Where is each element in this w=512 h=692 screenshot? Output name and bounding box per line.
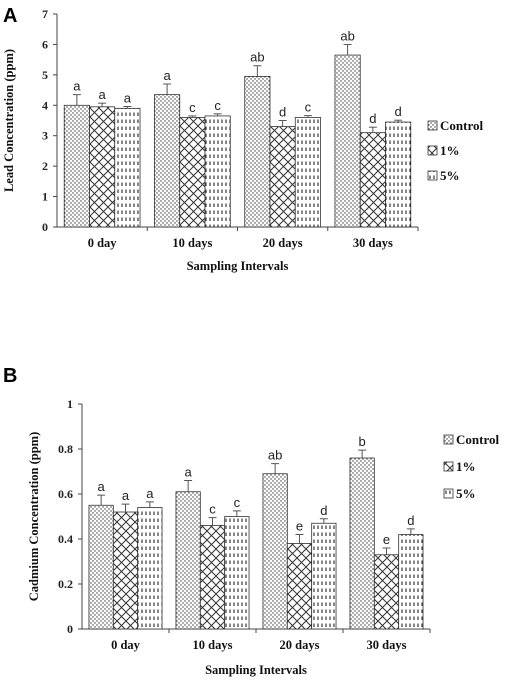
x-tick-label: 30 days — [367, 638, 407, 652]
bar-1pct — [269, 126, 296, 228]
significance-label: a — [146, 486, 154, 501]
bar-control — [262, 473, 288, 630]
significance-label: a — [185, 465, 193, 480]
panel-letter: B — [3, 365, 17, 387]
significance-label: c — [189, 100, 196, 115]
significance-label: c — [209, 502, 216, 517]
bar-control — [154, 94, 181, 228]
y-tick-label: 2 — [42, 159, 48, 173]
x-tick-label: 0 day — [111, 638, 141, 652]
chart-panel-a: A 0 1 2 3 4 5 6 7 0 day a a a 10 days a c c 20 days ab d c 30… — [2, 5, 483, 273]
legend-entry: 1% — [456, 459, 476, 474]
bar-control — [334, 54, 361, 228]
significance-label: a — [122, 488, 130, 503]
y-axis-title: Lead Concentration (ppm) — [2, 49, 16, 192]
bar-5pct — [294, 117, 321, 228]
significance-label: c — [305, 100, 312, 115]
significance-label: d — [395, 104, 402, 119]
y-tick-label: 1 — [42, 190, 48, 204]
legend-swatch — [443, 488, 454, 499]
x-axis-title: Sampling Intervals — [205, 663, 307, 677]
y-tick-label: 0.6 — [58, 487, 73, 501]
y-tick-label: 1 — [67, 397, 73, 411]
y-tick-label: 0 — [67, 622, 73, 636]
significance-label: a — [99, 87, 107, 102]
significance-label: d — [407, 513, 414, 528]
bar-5pct — [114, 107, 141, 228]
bar-5pct — [204, 115, 231, 228]
significance-label: d — [320, 503, 327, 518]
significance-label: c — [234, 495, 241, 510]
panel-letter: A — [3, 5, 17, 27]
bar-5pct — [311, 522, 337, 630]
y-tick-label: 3 — [42, 129, 48, 143]
bar-1pct — [199, 525, 226, 630]
x-tick-label: 20 days — [263, 236, 303, 250]
bar-control — [244, 75, 271, 228]
x-tick-label: 10 days — [193, 638, 233, 652]
x-tick-label: 20 days — [280, 638, 320, 652]
significance-label: d — [369, 111, 376, 126]
y-tick-label: 6 — [42, 37, 48, 51]
x-tick-label: 30 days — [353, 236, 393, 250]
legend-swatch — [427, 145, 438, 156]
bar-control — [63, 104, 90, 228]
significance-label: c — [214, 98, 221, 113]
bar-control — [175, 491, 201, 630]
legend-entry: 5% — [440, 168, 460, 183]
significance-label: ab — [250, 50, 264, 65]
significance-label: e — [383, 532, 390, 547]
legend-entry: Control — [456, 432, 499, 447]
legend-swatch — [427, 170, 438, 181]
legend-swatch — [427, 120, 438, 131]
bar-1pct — [89, 106, 116, 228]
bar-5pct — [398, 534, 424, 630]
y-tick-label: 0 — [42, 220, 48, 234]
legend-entry: 1% — [440, 143, 460, 158]
significance-label: ab — [268, 448, 282, 463]
significance-label: ab — [340, 28, 354, 43]
bar-5pct — [385, 121, 412, 228]
legend-swatch — [443, 434, 454, 445]
legend-entry: 5% — [456, 486, 476, 501]
chart-panel-b: B 0 0.2 0.4 0.6 0.8 1 0 day a a a 10 days a c c 20 days… — [3, 365, 499, 677]
x-axis-title: Sampling Intervals — [187, 259, 289, 273]
y-tick-label: 7 — [42, 7, 48, 21]
bar-control — [88, 504, 114, 630]
y-tick-label: 0.2 — [58, 577, 73, 591]
bar-1pct — [373, 554, 400, 630]
significance-label: d — [279, 105, 286, 120]
y-tick-label: 0.8 — [58, 442, 73, 456]
y-tick-label: 0.4 — [58, 532, 73, 546]
x-tick-label: 0 day — [88, 236, 118, 250]
bar-5pct — [224, 516, 250, 630]
significance-label: a — [73, 79, 81, 94]
bar-1pct — [286, 543, 313, 630]
x-tick-label: 10 days — [172, 236, 212, 250]
significance-label: a — [98, 479, 106, 494]
significance-label: b — [359, 434, 366, 449]
y-tick-label: 4 — [42, 98, 48, 112]
bar-5pct — [137, 507, 163, 630]
bar-1pct — [359, 132, 386, 228]
legend-swatch — [443, 461, 454, 472]
significance-label: a — [163, 68, 171, 83]
y-axis-title: Cadmium Concentration (ppm) — [27, 432, 41, 601]
bar-1pct — [112, 511, 139, 630]
y-tick-label: 5 — [42, 68, 48, 82]
significance-label: e — [296, 519, 303, 534]
legend-entry: Control — [440, 118, 483, 133]
bar-1pct — [179, 117, 206, 228]
bar-control — [349, 457, 375, 630]
significance-label: a — [124, 91, 132, 106]
